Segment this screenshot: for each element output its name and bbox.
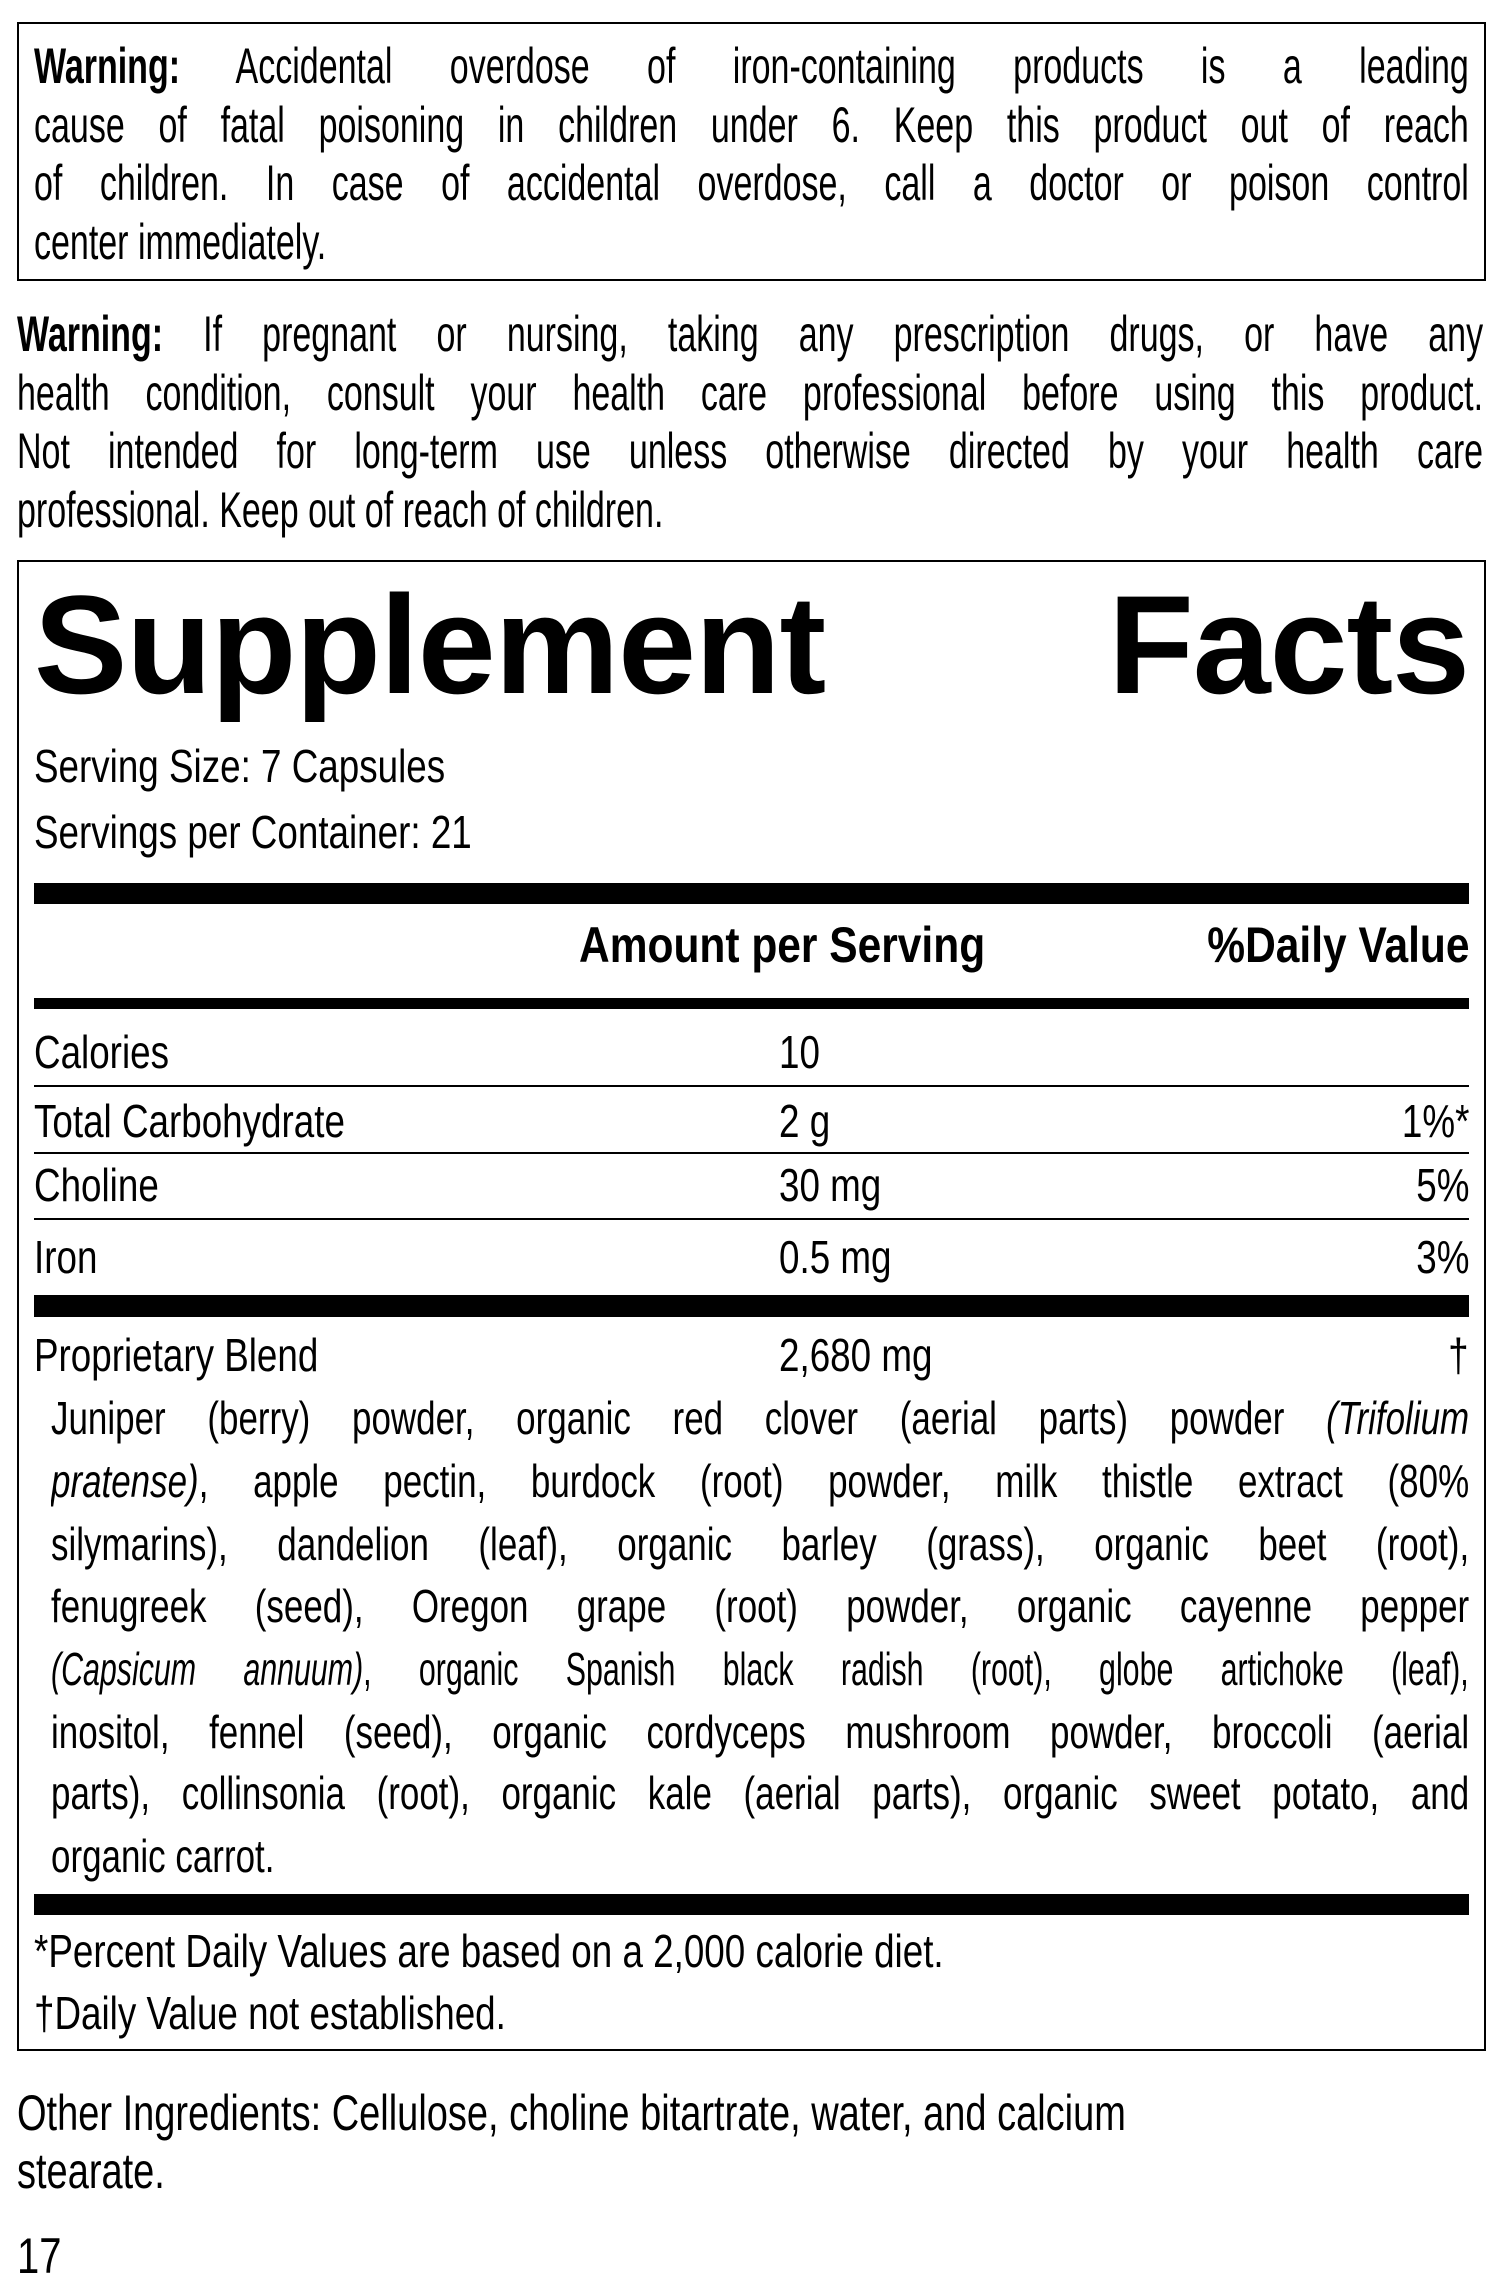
child-overdose-warning-box [17,22,1486,281]
warning-label: Warning: [34,38,181,94]
row-name-choline: Choline [34,1159,159,1211]
row-name-carbohydrate: Total Carbohydrate [34,1095,345,1147]
ingredient-latin: (Capsicum annuum) [51,1643,364,1695]
row-name-calories: Calories [34,1026,169,1078]
supplement-facts-title: Supplement Facts [34,566,1470,723]
row-amount-choline: 30 mg [779,1159,882,1211]
warning-line: of children. In case of accidental overd… [34,155,1469,211]
blend-dv: † [1448,1329,1469,1381]
header-amount: Amount per Serving [579,917,986,973]
ingredient-line: silymarins), dandelion (leaf), organic b… [51,1518,1470,1570]
row-amount-iron: 0.5 mg [779,1231,892,1283]
divider-thick [34,1894,1469,1915]
row-divider [34,1085,1469,1087]
ingredient-line: (Capsicum annuum), organic Spanish black… [51,1639,1469,1699]
row-dv-carbohydrate: 1%* [1401,1095,1469,1147]
other-ingredients-line: Other Ingredients: Cellulose, choline bi… [17,2085,1126,2141]
ingredient-latin: (Trifolium [1326,1392,1470,1444]
warning-line: health condition, consult your health ca… [17,365,1484,421]
warning-line: center immediately. [34,214,327,270]
title-word: Facts [1108,566,1470,723]
supplement-facts-panel [17,560,1486,2051]
serving-size: Serving Size: 7 Capsules [34,740,446,792]
footnote-daily-values: *Percent Daily Values are based on a 2,0… [34,1925,944,1977]
divider-thick [34,883,1469,904]
warning-line: Warning: If pregnant or nursing, taking … [17,304,1483,364]
ingredient-line: organic carrot. [51,1830,275,1882]
warning-text: If pregnant or nursing, taking any presc… [163,306,1484,362]
warning-line: cause of fatal poisoning in children und… [34,97,1469,153]
ingredient-line: parts), collinsonia (root), organic kale… [51,1767,1470,1819]
warning-line: Not intended for long-term use unless ot… [17,423,1484,479]
ingredient-line: fenugreek (seed), Oregon grape (root) po… [51,1580,1470,1632]
divider-medium [34,998,1469,1009]
row-divider [34,1152,1469,1154]
ingredient-text: , apple pectin, burdock (root) powder, m… [198,1455,1470,1507]
row-divider [34,1218,1469,1220]
blend-amount: 2,680 mg [779,1329,933,1381]
warning-label: Warning: [17,306,164,362]
row-amount-carbohydrate: 2 g [779,1095,831,1147]
row-amount-calories: 10 [779,1026,820,1078]
blend-name: Proprietary Blend [34,1329,319,1381]
title-word: Supplement [34,566,826,723]
ingredient-text: , organic Spanish black radish (root), g… [363,1643,1469,1695]
footnote-dagger: †Daily Value not established. [34,1987,506,2039]
other-ingredients-line: stearate. [17,2143,165,2199]
ingredient-line: Juniper (berry) powder, organic red clov… [51,1388,1469,1448]
warning-text: Accidental overdose of iron-containing p… [180,38,1469,94]
servings-per-container: Servings per Container: 21 [34,806,472,858]
header-daily-value: %Daily Value [1206,917,1469,973]
row-dv-choline: 5% [1415,1159,1469,1211]
page-number: 17 [17,2228,62,2284]
ingredient-line: inositol, fennel (seed), organic cordyce… [51,1706,1470,1758]
ingredient-line: pratense), apple pectin, burdock (root) … [51,1451,1469,1511]
ingredient-text: Juniper (berry) powder, organic red clov… [51,1392,1327,1444]
warning-line: professional. Keep out of reach of child… [17,482,664,538]
divider-thick [34,1295,1469,1317]
row-name-iron: Iron [34,1231,98,1283]
row-dv-iron: 3% [1415,1231,1469,1283]
ingredient-latin: pratense) [51,1455,199,1507]
warning-line: Warning: Accidental overdose of iron-con… [34,36,1469,96]
